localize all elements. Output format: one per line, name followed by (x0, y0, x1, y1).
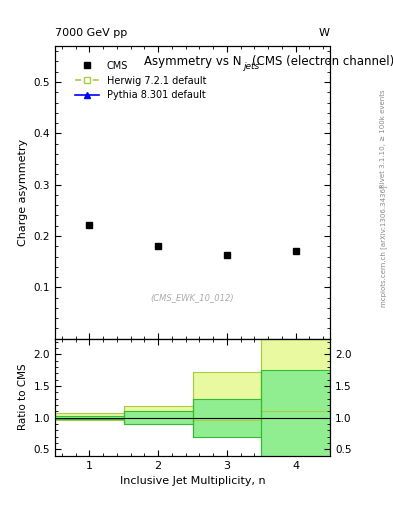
Text: Rivet 3.1.10, ≥ 100k events: Rivet 3.1.10, ≥ 100k events (380, 89, 386, 187)
Y-axis label: Ratio to CMS: Ratio to CMS (18, 364, 28, 431)
Text: Asymmetry vs N: Asymmetry vs N (144, 55, 241, 68)
Legend: CMS, Herwig 7.2.1 default, Pythia 8.301 default: CMS, Herwig 7.2.1 default, Pythia 8.301 … (71, 57, 210, 104)
Text: (CMS (electron channel)): (CMS (electron channel)) (252, 55, 393, 68)
Text: jets: jets (244, 62, 260, 71)
Text: mcplots.cern.ch [arXiv:1306.3436]: mcplots.cern.ch [arXiv:1306.3436] (380, 185, 387, 307)
Text: (CMS_EWK_10_012): (CMS_EWK_10_012) (151, 293, 234, 302)
Y-axis label: Charge asymmetry: Charge asymmetry (18, 139, 28, 246)
Text: W: W (319, 28, 330, 38)
Text: 7000 GeV pp: 7000 GeV pp (55, 28, 127, 38)
X-axis label: Inclusive Jet Multiplicity, n: Inclusive Jet Multiplicity, n (120, 476, 265, 486)
